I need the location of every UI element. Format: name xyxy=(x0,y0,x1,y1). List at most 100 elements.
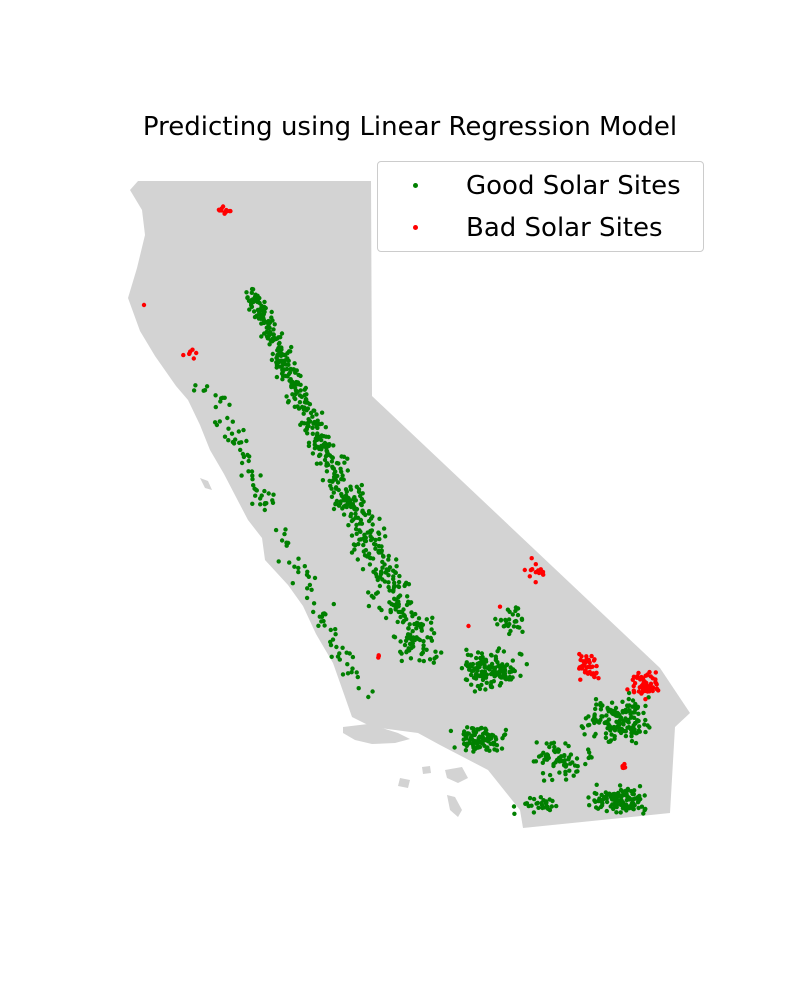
good-site-dot xyxy=(636,711,641,716)
good-site-dot xyxy=(574,756,580,761)
good-site-dot xyxy=(593,706,598,712)
good-site-dot xyxy=(247,454,252,459)
good-site-dot xyxy=(398,614,403,620)
good-site-dot xyxy=(541,750,546,755)
good-site-dot xyxy=(620,699,625,704)
good-site-dot xyxy=(628,715,634,720)
good-site-dot xyxy=(316,453,322,459)
good-site-dot xyxy=(266,491,271,496)
good-site-dot xyxy=(379,544,384,549)
good-site-dot xyxy=(283,353,288,358)
good-site-dot xyxy=(250,473,255,478)
good-site-dot xyxy=(262,507,267,513)
good-site-dot xyxy=(479,651,485,656)
good-site-dot xyxy=(612,736,617,741)
good-site-dot xyxy=(270,500,276,505)
good-site-dot xyxy=(414,620,420,625)
good-site-dot xyxy=(627,709,632,714)
good-site-dot xyxy=(622,728,627,734)
good-site-dot xyxy=(413,611,418,617)
bad-site-dot xyxy=(540,569,546,575)
good-site-dot xyxy=(386,553,391,559)
good-site-dot xyxy=(593,697,599,702)
good-site-dot xyxy=(391,589,396,594)
bad-site-dot xyxy=(631,674,637,679)
good-site-dot xyxy=(370,514,375,519)
bad-site-dot xyxy=(194,350,199,356)
good-site-dot xyxy=(262,331,267,336)
good-site-dot xyxy=(378,571,384,577)
good-site-dot xyxy=(283,527,288,532)
good-site-dot xyxy=(419,651,424,657)
good-site-dot xyxy=(226,438,231,443)
good-site-dot xyxy=(292,361,297,366)
good-site-dot xyxy=(354,531,359,536)
good-site-dot xyxy=(593,805,599,810)
good-site-dot xyxy=(324,445,329,451)
bad-site-dot xyxy=(227,208,232,214)
legend-label-bad: Bad Solar Sites xyxy=(466,213,663,243)
good-site-dot xyxy=(306,423,311,429)
bad-site-dot xyxy=(640,684,646,689)
good-site-dot xyxy=(377,583,383,589)
good-site-dot xyxy=(626,696,631,702)
good-site-dot xyxy=(531,796,537,802)
good-site-dot xyxy=(252,314,258,320)
bad-site-dot xyxy=(653,670,658,675)
bad-site-dot xyxy=(644,680,649,686)
good-site-dot xyxy=(526,803,531,809)
good-site-dot xyxy=(298,373,303,379)
good-site-dot xyxy=(592,734,597,739)
good-site-dot xyxy=(319,433,324,438)
bad-site-dot xyxy=(578,677,583,682)
bad-site-dot xyxy=(647,669,652,675)
good-site-dot xyxy=(259,334,264,339)
good-site-dot xyxy=(531,810,537,815)
good-site-dot xyxy=(312,442,317,447)
good-site-dot xyxy=(592,713,597,719)
good-site-dot xyxy=(314,412,319,417)
good-site-dot xyxy=(330,637,336,642)
good-site-dot xyxy=(296,556,301,561)
good-site-dot xyxy=(489,732,495,738)
good-site-dot xyxy=(345,495,350,500)
good-site-dot xyxy=(259,313,265,318)
good-site-dot xyxy=(304,595,310,601)
bad-site-dot xyxy=(579,664,584,669)
good-site-dot xyxy=(276,352,281,358)
good-site-dot xyxy=(417,658,422,663)
good-site-dot xyxy=(331,466,336,471)
good-site-dot xyxy=(284,543,289,548)
good-site-dot xyxy=(622,709,627,714)
good-site-dot xyxy=(618,715,624,720)
good-site-dot xyxy=(262,501,268,506)
good-site-dot xyxy=(376,530,381,535)
good-site-dot xyxy=(292,564,297,569)
good-site-dot xyxy=(621,718,626,723)
good-site-dot xyxy=(566,757,571,762)
good-site-dot xyxy=(327,453,333,458)
good-site-dot xyxy=(284,394,289,399)
good-site-dot xyxy=(269,309,274,315)
good-site-dot xyxy=(386,584,391,590)
bad-site-dot xyxy=(530,567,535,572)
good-site-dot xyxy=(520,629,525,634)
good-site-dot xyxy=(598,702,603,708)
bad-site-dot xyxy=(594,663,599,669)
good-site-dot xyxy=(368,534,373,539)
good-site-dot xyxy=(480,670,486,675)
good-site-dot xyxy=(620,792,626,798)
good-site-dot xyxy=(295,382,301,387)
good-site-dot xyxy=(410,629,415,634)
good-site-dot xyxy=(633,701,638,707)
good-site-dot xyxy=(262,299,267,305)
good-site-dot xyxy=(547,744,552,750)
good-site-dot xyxy=(483,657,489,662)
good-site-dot xyxy=(575,769,580,774)
bad-site-dot xyxy=(591,658,597,663)
bad-site-dot xyxy=(648,684,654,690)
good-site-dot xyxy=(488,682,493,688)
bad-site-dot xyxy=(579,654,584,659)
good-site-dot xyxy=(383,534,388,539)
good-site-dot xyxy=(310,425,315,430)
